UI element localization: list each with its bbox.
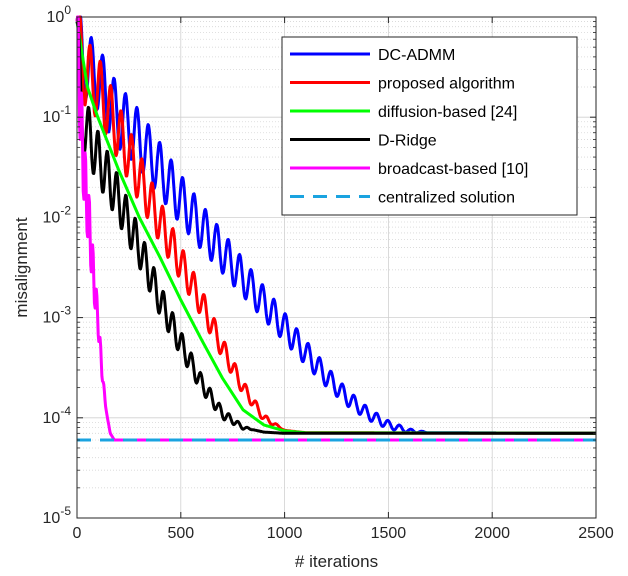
- x-tick-label: 2500: [578, 525, 614, 542]
- legend-label: broadcast-based [10]: [378, 161, 528, 178]
- legend: DC-ADMM proposed algorithm diffusion-based…: [281, 36, 578, 216]
- tick-marks: [76, 16, 597, 519]
- x-tick-label: 1500: [371, 525, 407, 542]
- legend-label: diffusion-based [24]: [378, 104, 517, 121]
- series-line: [75, 21, 597, 435]
- y-tick-label: 10-2: [43, 203, 72, 226]
- x-tick-label: 0: [73, 525, 82, 542]
- legend-label: D-Ridge: [378, 133, 437, 150]
- x-tick-label: 500: [167, 525, 194, 542]
- y-tick-label: 10-5: [43, 504, 72, 527]
- y-tick-label: 100: [47, 3, 72, 26]
- series-line: [75, 21, 597, 435]
- legend-label: centralized solution: [378, 190, 515, 207]
- y-axis-label: misalignment: [12, 217, 31, 317]
- y-tick-label: 10-1: [43, 103, 72, 126]
- legend-label: DC-ADMM: [378, 47, 455, 64]
- x-tick-label: 2000: [474, 525, 510, 542]
- y-tick-label: 10-3: [43, 304, 72, 327]
- legend-label: proposed algorithm: [378, 76, 515, 93]
- legend-box: [281, 36, 578, 216]
- plot-lines: [75, 15, 597, 442]
- y-tick-labels: 100 10-1 10-2 10-3 10-4 10-5: [43, 3, 72, 527]
- x-axis-label: # iterations: [295, 552, 378, 571]
- y-tick-label: 10-4: [43, 404, 72, 427]
- x-tick-labels: 0 500 1000 1500 2000 2500: [73, 525, 614, 542]
- plot-frame: [76, 16, 597, 519]
- x-tick-label: 1000: [267, 525, 303, 542]
